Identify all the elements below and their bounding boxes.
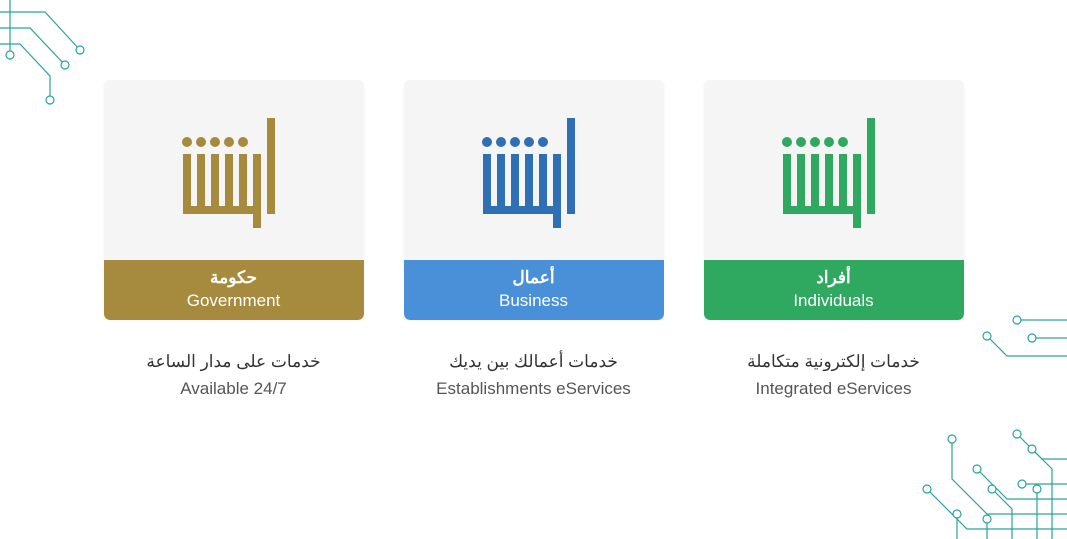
card-individuals[interactable]: أفراد Individuals خدمات إلكترونية متكامل… [704,80,964,402]
title-en-individuals: Individuals [793,290,873,313]
title-ar-individuals: أفراد [816,267,851,290]
logo-area-business [404,80,664,260]
subtitle-ar-business: خدمات أعمالك بين يديك [436,348,631,375]
label-band-individuals: أفراد Individuals [704,260,964,320]
tile-government: حكومة Government [104,80,364,320]
subtitle-ar-individuals: خدمات إلكترونية متكاملة [747,348,920,375]
subtext-individuals: خدمات إلكترونية متكاملة Integrated eServ… [747,348,920,402]
absher-logo-business-icon [479,108,589,233]
tile-individuals: أفراد Individuals [704,80,964,320]
subtext-government: خدمات على مدار الساعة Available 24/7 [146,348,320,402]
label-band-government: حكومة Government [104,260,364,320]
tile-business: أعمال Business [404,80,664,320]
absher-logo-individuals-icon [779,108,889,233]
subtitle-en-business: Establishments eServices [436,375,631,402]
subtext-business: خدمات أعمالك بين يديك Establishments eSe… [436,348,631,402]
subtitle-en-government: Available 24/7 [146,375,320,402]
service-cards-row: حكومة Government خدمات على مدار الساعة A… [0,80,1067,402]
subtitle-ar-government: خدمات على مدار الساعة [146,348,320,375]
title-ar-government: حكومة [210,267,257,290]
subtitle-en-individuals: Integrated eServices [747,375,920,402]
title-ar-business: أعمال [512,267,554,290]
title-en-business: Business [499,290,568,313]
card-government[interactable]: حكومة Government خدمات على مدار الساعة A… [104,80,364,402]
logo-area-government [104,80,364,260]
label-band-business: أعمال Business [404,260,664,320]
card-business[interactable]: أعمال Business خدمات أعمالك بين يديك Est… [404,80,664,402]
title-en-government: Government [187,290,281,313]
logo-area-individuals [704,80,964,260]
absher-logo-government-icon [179,108,289,233]
